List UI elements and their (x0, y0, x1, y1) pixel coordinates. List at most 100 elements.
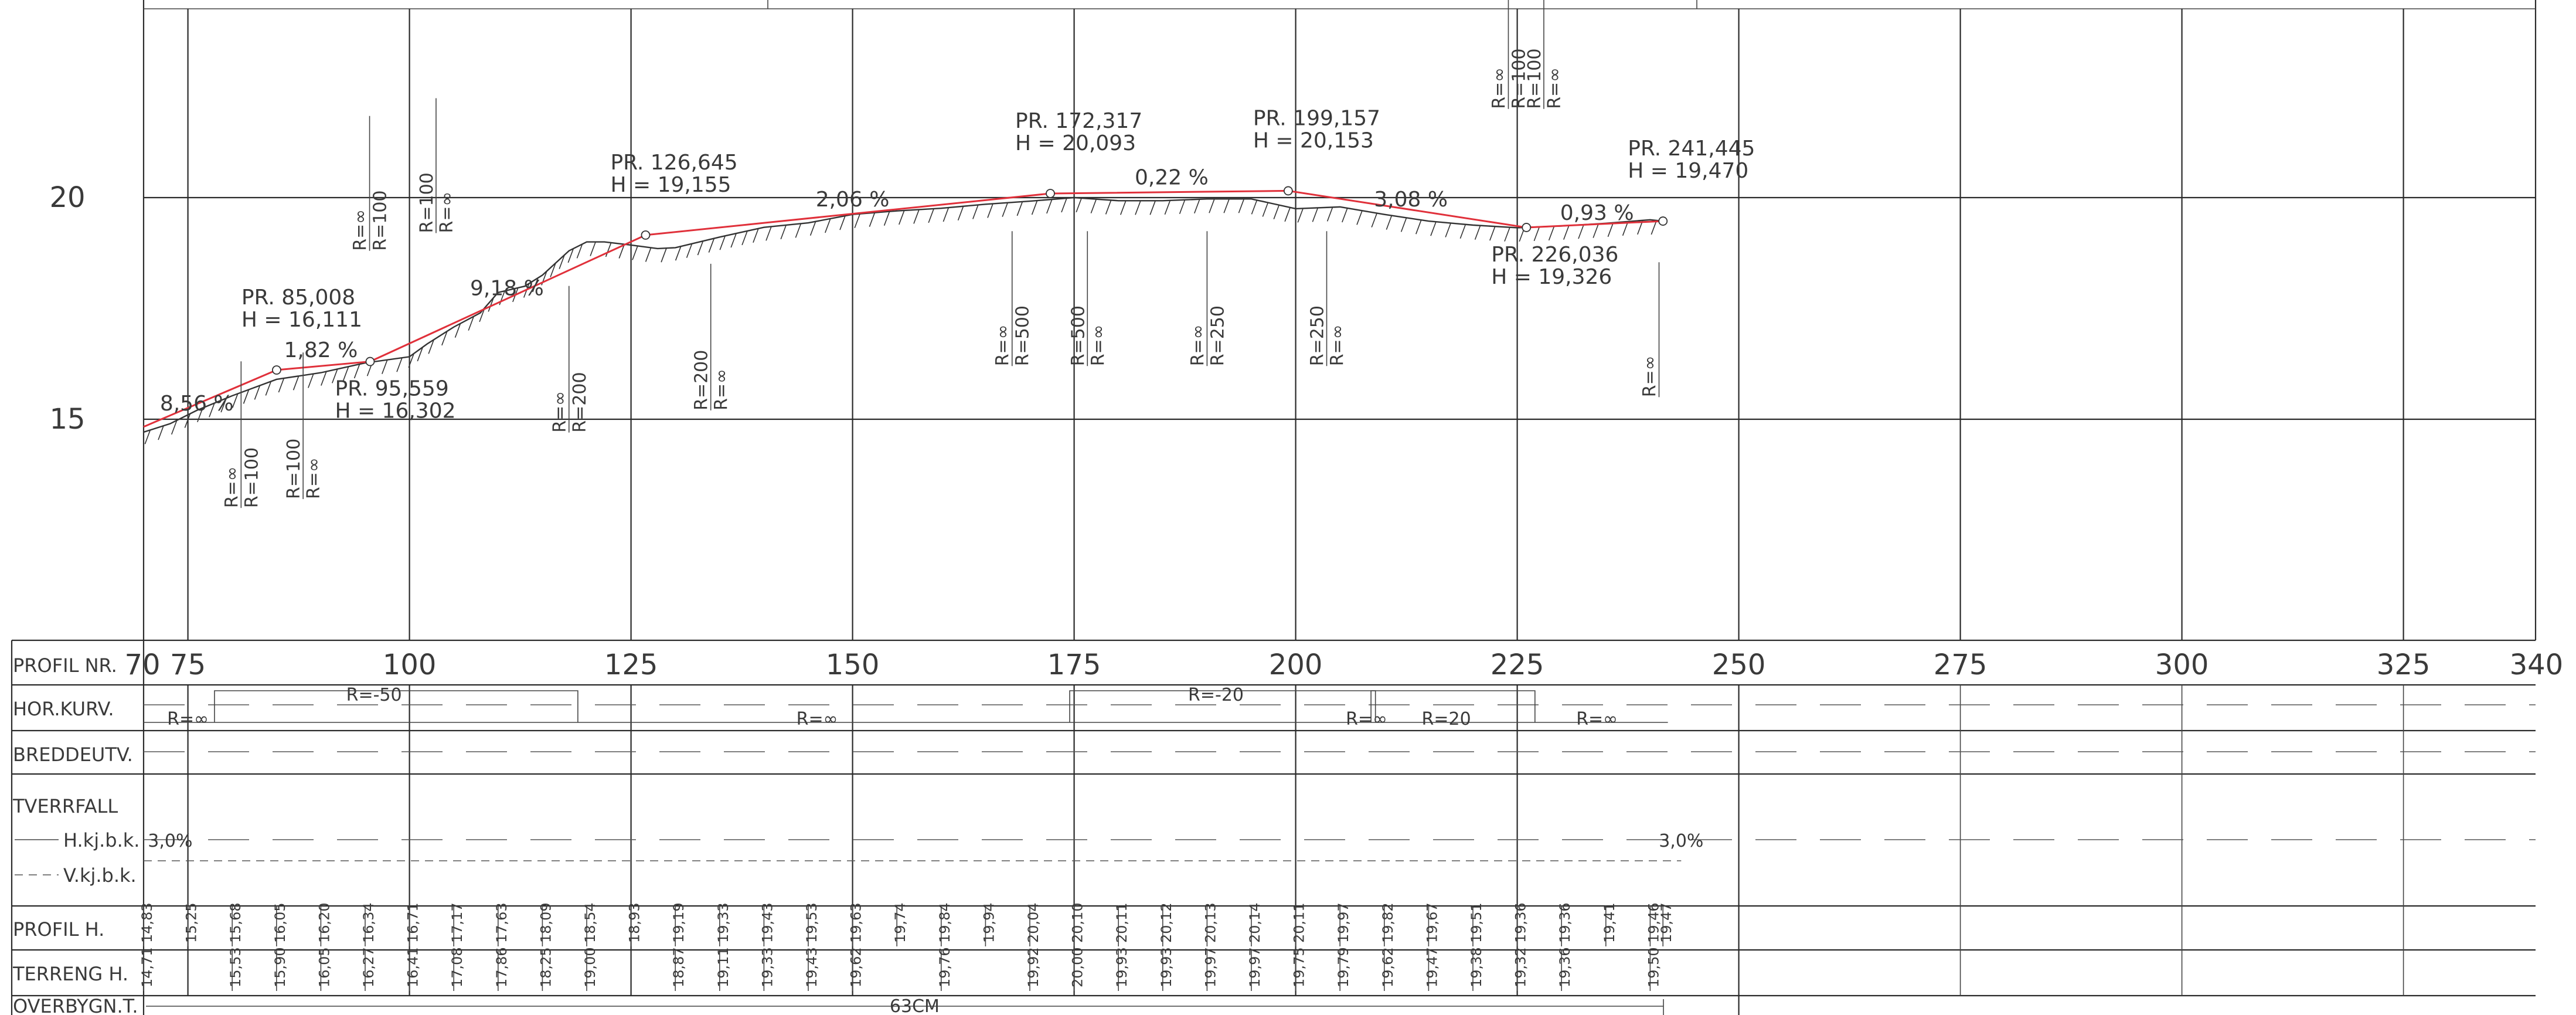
terrain-hatch (1356, 211, 1363, 225)
terreng-h-value: 19,92 (1025, 947, 1042, 987)
vertical-point-height: H = 20,153 (1253, 128, 1374, 152)
curve-radius-label: R=∞ (1640, 355, 1660, 397)
terreng-h-value: 19,47 (1424, 947, 1440, 987)
terreng-h-value: 19,97 (1202, 947, 1219, 987)
terreng-h-value: 19,97 (1247, 947, 1263, 987)
terrain-hatch (243, 389, 250, 404)
x-tick-label: 225 (1491, 649, 1544, 681)
terrain-hatch (353, 364, 360, 379)
terrain-hatch (396, 357, 403, 372)
terrain-hatch (1223, 198, 1230, 213)
terrain-hatch (899, 210, 905, 225)
terrain-hatch (342, 366, 349, 381)
profil-h-value: 17,17 (449, 902, 465, 943)
terrain-hatch (441, 331, 448, 346)
terrain-hatch (1563, 225, 1570, 240)
terrain-hatch (675, 246, 682, 261)
terrain-hatch (428, 340, 434, 354)
terreng-h-value: 15,90 (272, 947, 288, 987)
grade-label: 2,06 % (816, 188, 890, 212)
curve-radius-label: R=∞ (351, 209, 371, 251)
terrain-hatch (1400, 218, 1407, 232)
terrain-hatch (1533, 226, 1540, 242)
hor-curve-box (1069, 690, 1376, 722)
terrain-hatch (382, 359, 388, 374)
profil-h-value: 19,33 (715, 902, 731, 943)
terrain-hatch (158, 425, 164, 440)
static-labels: PROFIL NR. HOR.KURV. BREDDEUTV. TVERRFAL… (12, 654, 139, 1015)
x-tick-label: 70 (124, 649, 160, 681)
x-tick-label: 100 (383, 649, 437, 681)
vertical-point-height: H = 19,155 (610, 173, 731, 197)
terrain-hatch (708, 238, 715, 253)
terrain-hatch (1135, 201, 1141, 215)
terrain-hatch (1090, 199, 1097, 213)
terrain-line (143, 196, 1663, 444)
terrain-hatch (308, 374, 314, 388)
terreng-h-value: 15,53 (227, 947, 244, 987)
x-tick-label: 175 (1047, 649, 1101, 681)
terrain-hatch (913, 209, 920, 224)
curve-radius-label: R=∞ (550, 391, 570, 433)
vertical-point-marker (1046, 189, 1055, 198)
terrain-hatch (1061, 198, 1067, 213)
profil-h-value: 19,19 (671, 902, 687, 943)
terrain-hatch (567, 248, 574, 263)
terrain-hatch (1002, 202, 1008, 217)
x-tick-label: 325 (2377, 649, 2431, 681)
terreng-h-value: 19,33 (759, 947, 775, 987)
curve-radius-label: R=100 (370, 190, 391, 250)
row-label-profil-h: PROFIL H. (13, 918, 104, 941)
row-label-vkjbk: V.kj.b.k. (63, 864, 137, 887)
x-tick-label: 200 (1269, 649, 1323, 681)
terreng-h-value: 19,76 (937, 947, 953, 987)
vertical-point-station: PR. 126,645 (610, 151, 737, 175)
profil-h-value: 19,43 (759, 902, 775, 943)
row-label-hkjbk: H.kj.b.k. (63, 829, 139, 851)
terrain-hatch (632, 246, 638, 260)
terrain-hatch (1262, 202, 1269, 217)
terrain-hatch (1459, 224, 1466, 239)
row-label-overbygn: OVERBYGN.T. (13, 995, 138, 1015)
x-tick-label: 125 (604, 649, 658, 681)
terrain-hatch (1415, 219, 1422, 235)
curve-radius-label: R=∞ (1328, 324, 1348, 366)
vertical-point-station: PR. 172,317 (1015, 109, 1142, 133)
curve-radius-label: R=∞ (1489, 67, 1509, 109)
x-tick-label: 340 (2510, 649, 2564, 681)
terrain-hatch (1194, 199, 1200, 214)
terrain-hatch (1209, 198, 1215, 213)
terrain-hatch (957, 206, 964, 221)
terrain-hatch (1578, 224, 1584, 239)
hor-curve-label: R=∞ (1576, 709, 1618, 729)
terrain-hatch (1474, 225, 1481, 240)
terrain-hatch (697, 240, 704, 256)
terrain-hatch (576, 244, 583, 259)
terrain-hatch (1273, 205, 1280, 219)
profil-h-value: 15,68 (227, 902, 244, 943)
terrain-hatch (809, 221, 816, 236)
terrain-hatch (883, 211, 890, 226)
terreng-h-value: 19,62 (848, 947, 865, 987)
vertical-point-station: PR. 199,157 (1253, 106, 1380, 130)
terrain-hatch (605, 242, 612, 257)
profil-h-value: 20,11 (1291, 902, 1308, 943)
profil-h-value: 20,14 (1247, 902, 1263, 943)
curve-radius-label: R=200 (692, 350, 712, 410)
terrain-hatch (220, 398, 227, 413)
terrain-hatch (1238, 198, 1245, 213)
terrain-hatch (1342, 208, 1348, 223)
terrain-hatch (321, 371, 327, 386)
terrain-hatch (854, 213, 860, 229)
profil-h-value: 20,10 (1070, 902, 1086, 943)
terreng-h-value: 19,62 (1380, 947, 1396, 987)
row-label-tverrfall: TVERRFALL (12, 795, 118, 817)
terrain-hatch (1179, 199, 1186, 215)
vertical-point-height: H = 16,111 (241, 308, 362, 332)
terrain-hatch (1326, 207, 1333, 222)
terreng-h-value: 19,75 (1291, 947, 1308, 987)
terrain-hatch (1120, 201, 1127, 215)
curve-radius-label: R=100 (241, 447, 262, 508)
terrain-hatch (869, 212, 876, 227)
